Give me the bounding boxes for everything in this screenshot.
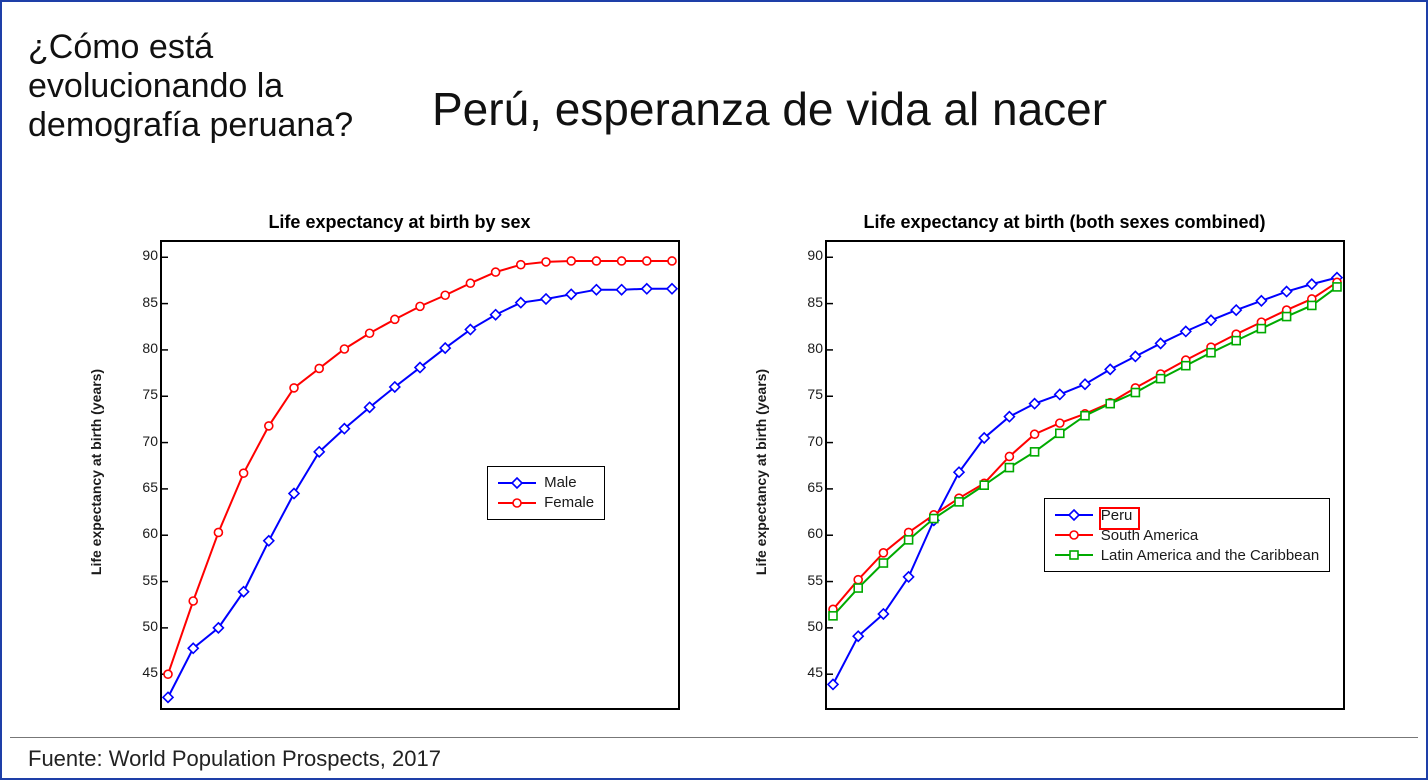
y-tick-label: 50 bbox=[124, 618, 158, 634]
legend-swatch bbox=[496, 476, 538, 490]
legend-highlight-box bbox=[1099, 507, 1141, 530]
slide-question: ¿Cómo está evolucionando la demografía p… bbox=[28, 28, 398, 145]
y-tick-label: 55 bbox=[124, 572, 158, 588]
y-tick-label: 65 bbox=[789, 479, 823, 495]
y-tick-label: 90 bbox=[789, 247, 823, 263]
y-tick-label: 45 bbox=[124, 664, 158, 680]
y-tick-label: 75 bbox=[124, 386, 158, 402]
legend-swatch bbox=[1053, 528, 1095, 542]
chart-left-legend: Male Female bbox=[487, 466, 605, 520]
chart-right-svg bbox=[827, 242, 1343, 708]
chart-right-ylabel: Life expectancy at birth (years) bbox=[753, 369, 769, 575]
y-tick-label: 75 bbox=[789, 386, 823, 402]
chart-left: Life expectancy at birth by sex Life exp… bbox=[102, 212, 697, 732]
y-tick-label: 80 bbox=[789, 340, 823, 356]
legend-row: Peru bbox=[1053, 505, 1319, 525]
slide-source: Fuente: World Population Prospects, 2017 bbox=[28, 746, 441, 772]
divider bbox=[10, 737, 1418, 738]
y-tick-label: 45 bbox=[789, 664, 823, 680]
y-tick-label: 85 bbox=[789, 294, 823, 310]
chart-right-legend: PeruSouth America Latin America and the C… bbox=[1044, 498, 1330, 572]
legend-row: Latin America and the Caribbean bbox=[1053, 545, 1319, 565]
y-tick-label: 50 bbox=[789, 618, 823, 634]
legend-label: Female bbox=[544, 494, 594, 511]
y-tick-label: 60 bbox=[124, 525, 158, 541]
y-tick-label: 85 bbox=[124, 294, 158, 310]
chart-left-yticks: 45 50 55 60 65 70 75 80 85 90 bbox=[124, 240, 158, 710]
legend-swatch bbox=[496, 496, 538, 510]
legend-swatch bbox=[1053, 548, 1095, 562]
y-tick-label: 80 bbox=[124, 340, 158, 356]
y-tick-label: 65 bbox=[124, 479, 158, 495]
y-tick-label: 90 bbox=[124, 247, 158, 263]
slide-main-title: Perú, esperanza de vida al nacer bbox=[432, 82, 1392, 136]
y-tick-label: 70 bbox=[124, 433, 158, 449]
legend-row: Female bbox=[496, 493, 594, 513]
chart-left-ylabel: Life expectancy at birth (years) bbox=[88, 369, 104, 575]
chart-right-yticks: 45 50 55 60 65 70 75 80 85 90 bbox=[789, 240, 823, 710]
chart-left-title: Life expectancy at birth by sex bbox=[102, 212, 697, 233]
legend-swatch bbox=[1053, 508, 1095, 522]
legend-label: Latin America and the Caribbean bbox=[1101, 547, 1319, 564]
y-tick-label: 55 bbox=[789, 572, 823, 588]
y-tick-label: 70 bbox=[789, 433, 823, 449]
legend-row: South America bbox=[1053, 525, 1319, 545]
legend-label: Male bbox=[544, 474, 577, 491]
slide: ¿Cómo está evolucionando la demografía p… bbox=[0, 0, 1428, 780]
chart-left-plot: Male Female bbox=[160, 240, 680, 710]
charts-row: Life expectancy at birth by sex Life exp… bbox=[102, 212, 1362, 732]
chart-right-plot: PeruSouth America Latin America and the C… bbox=[825, 240, 1345, 710]
legend-row: Male bbox=[496, 473, 594, 493]
y-tick-label: 60 bbox=[789, 525, 823, 541]
chart-right: Life expectancy at birth (both sexes com… bbox=[767, 212, 1362, 732]
chart-right-title: Life expectancy at birth (both sexes com… bbox=[767, 212, 1362, 233]
